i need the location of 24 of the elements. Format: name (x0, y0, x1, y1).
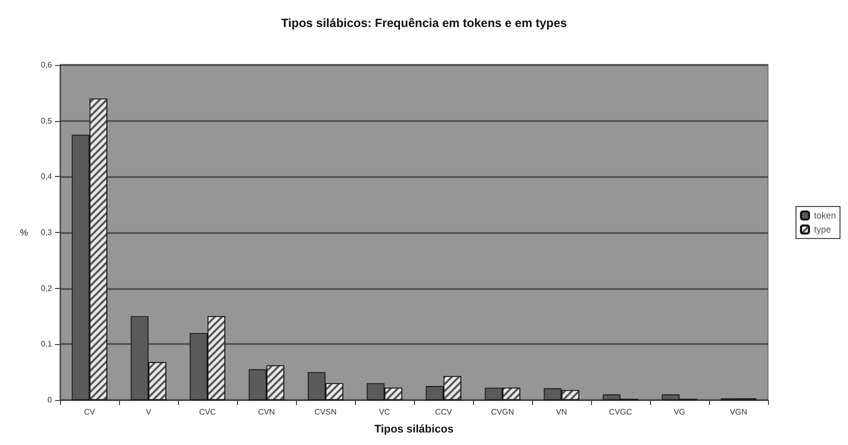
x-tick-label: CVSN (314, 408, 337, 416)
y-tick-label: 0,5 (40, 116, 53, 126)
x-tick-label: VC (378, 408, 390, 416)
y-tick-label: 0 (48, 396, 53, 404)
x-tick-label: CVGC (608, 408, 632, 416)
x-tick-label: CVN (258, 408, 276, 416)
x-tick-label: V (146, 408, 152, 416)
x-tick-label: VG (674, 408, 686, 416)
chart-title: Tipos silábicos: Frequência em tokens e em types (281, 16, 568, 30)
x-axis-title: Tipos silábicos (374, 424, 454, 436)
y-tick-label: 0,3 (40, 228, 53, 237)
x-tick-label: CCV (435, 408, 453, 416)
y-tick-label: 0,6 (40, 60, 53, 70)
y-tick-label: 0,1 (40, 340, 53, 349)
y-tick-label: 0,4 (40, 172, 53, 182)
y-axis-title: % (20, 228, 28, 238)
x-tick-label: VN (556, 408, 568, 416)
legend-label: token (814, 210, 836, 220)
y-tick-label: 0,2 (40, 284, 53, 293)
x-tick-label: CVC (199, 408, 216, 416)
x-tick-label: CV (84, 408, 96, 416)
x-tick-label: VGN (730, 408, 748, 416)
legend-label: type (814, 224, 831, 234)
x-tick-label: CVGN (490, 408, 514, 416)
